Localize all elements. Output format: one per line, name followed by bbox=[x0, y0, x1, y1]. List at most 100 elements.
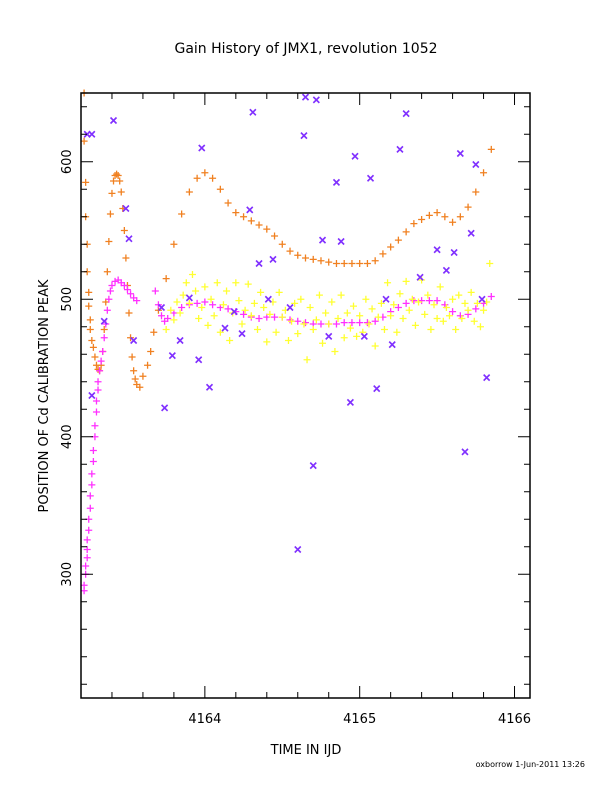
data-point bbox=[195, 315, 203, 322]
data-point bbox=[317, 257, 325, 265]
data-point bbox=[284, 337, 292, 344]
data-point bbox=[108, 282, 116, 289]
x-tick-label: 4166 bbox=[498, 712, 531, 727]
data-point bbox=[88, 130, 96, 138]
data-point bbox=[89, 447, 97, 454]
data-point bbox=[478, 295, 486, 303]
data-point bbox=[464, 203, 472, 211]
data-point bbox=[86, 492, 94, 500]
yellow-series bbox=[162, 260, 494, 364]
x-axis-label: TIME IN IJD bbox=[270, 743, 342, 758]
data-point bbox=[120, 227, 128, 234]
data-point bbox=[241, 306, 249, 314]
data-point bbox=[349, 302, 357, 310]
data-point bbox=[411, 321, 419, 329]
y-tick-label: 500 bbox=[60, 287, 75, 312]
data-point bbox=[176, 336, 184, 345]
data-point bbox=[185, 299, 193, 307]
data-point bbox=[244, 280, 252, 288]
data-point bbox=[300, 132, 308, 140]
data-point bbox=[123, 286, 131, 294]
data-point bbox=[91, 422, 99, 430]
data-point bbox=[92, 408, 100, 416]
data-point bbox=[109, 116, 118, 125]
data-point bbox=[384, 279, 392, 287]
data-point bbox=[312, 96, 320, 104]
data-point bbox=[210, 312, 218, 320]
data-point bbox=[418, 297, 426, 305]
footer-stamp: oxborrow 1-Jun-2011 13:26 bbox=[476, 760, 585, 769]
data-point bbox=[353, 332, 361, 340]
data-point bbox=[402, 277, 410, 285]
data-point bbox=[209, 174, 217, 182]
data-point bbox=[250, 299, 258, 307]
data-point bbox=[368, 305, 376, 313]
data-point bbox=[255, 221, 263, 229]
data-point bbox=[377, 299, 385, 307]
data-point bbox=[433, 246, 441, 254]
data-point bbox=[178, 304, 186, 311]
data-point bbox=[405, 306, 413, 314]
data-point bbox=[415, 298, 423, 306]
data-point bbox=[157, 303, 166, 312]
data-point bbox=[125, 309, 133, 317]
data-point bbox=[275, 288, 283, 296]
data-point bbox=[170, 316, 178, 324]
data-point bbox=[286, 303, 294, 312]
data-point bbox=[80, 581, 88, 589]
y-tick-label: 600 bbox=[60, 149, 75, 174]
data-point bbox=[209, 301, 217, 309]
data-point bbox=[136, 383, 144, 391]
data-point bbox=[402, 110, 410, 118]
data-point bbox=[263, 225, 271, 233]
x-tick-label: 4164 bbox=[188, 712, 221, 727]
data-point bbox=[472, 305, 480, 313]
data-point bbox=[410, 297, 418, 305]
data-point bbox=[380, 326, 388, 333]
data-point bbox=[122, 204, 130, 213]
data-point bbox=[100, 317, 108, 325]
data-point bbox=[346, 324, 354, 332]
data-point bbox=[247, 217, 255, 225]
data-point bbox=[461, 299, 469, 307]
data-point bbox=[337, 291, 345, 299]
data-point bbox=[421, 310, 429, 318]
data-point bbox=[207, 295, 215, 303]
data-point bbox=[128, 353, 136, 361]
data-point bbox=[86, 316, 94, 324]
data-point bbox=[133, 297, 141, 305]
data-point bbox=[487, 145, 495, 153]
data-point bbox=[82, 178, 90, 186]
plot-marks bbox=[80, 89, 495, 595]
data-point bbox=[309, 462, 317, 470]
data-point bbox=[249, 108, 257, 116]
data-point bbox=[408, 295, 416, 303]
data-point bbox=[264, 295, 272, 303]
data-point bbox=[85, 288, 93, 296]
data-point bbox=[106, 210, 114, 218]
data-point bbox=[108, 189, 116, 197]
data-point bbox=[331, 348, 339, 355]
data-point bbox=[232, 209, 240, 217]
data-point bbox=[263, 338, 271, 346]
data-point bbox=[164, 315, 172, 322]
data-point bbox=[371, 317, 379, 325]
data-point bbox=[286, 316, 294, 324]
data-point bbox=[442, 304, 450, 311]
magenta-series bbox=[80, 276, 495, 595]
data-point bbox=[230, 308, 238, 316]
data-point bbox=[192, 287, 200, 295]
chart-title: Gain History of JMX1, revolution 1052 bbox=[174, 41, 437, 57]
data-point bbox=[301, 93, 310, 101]
data-point bbox=[170, 240, 178, 248]
data-point bbox=[247, 312, 255, 320]
data-point bbox=[83, 554, 91, 562]
data-point bbox=[116, 177, 124, 185]
data-point bbox=[213, 279, 221, 287]
data-point bbox=[302, 254, 309, 262]
data-point bbox=[103, 268, 111, 276]
data-point bbox=[94, 365, 102, 373]
data-point bbox=[470, 317, 478, 325]
data-point bbox=[365, 320, 373, 328]
